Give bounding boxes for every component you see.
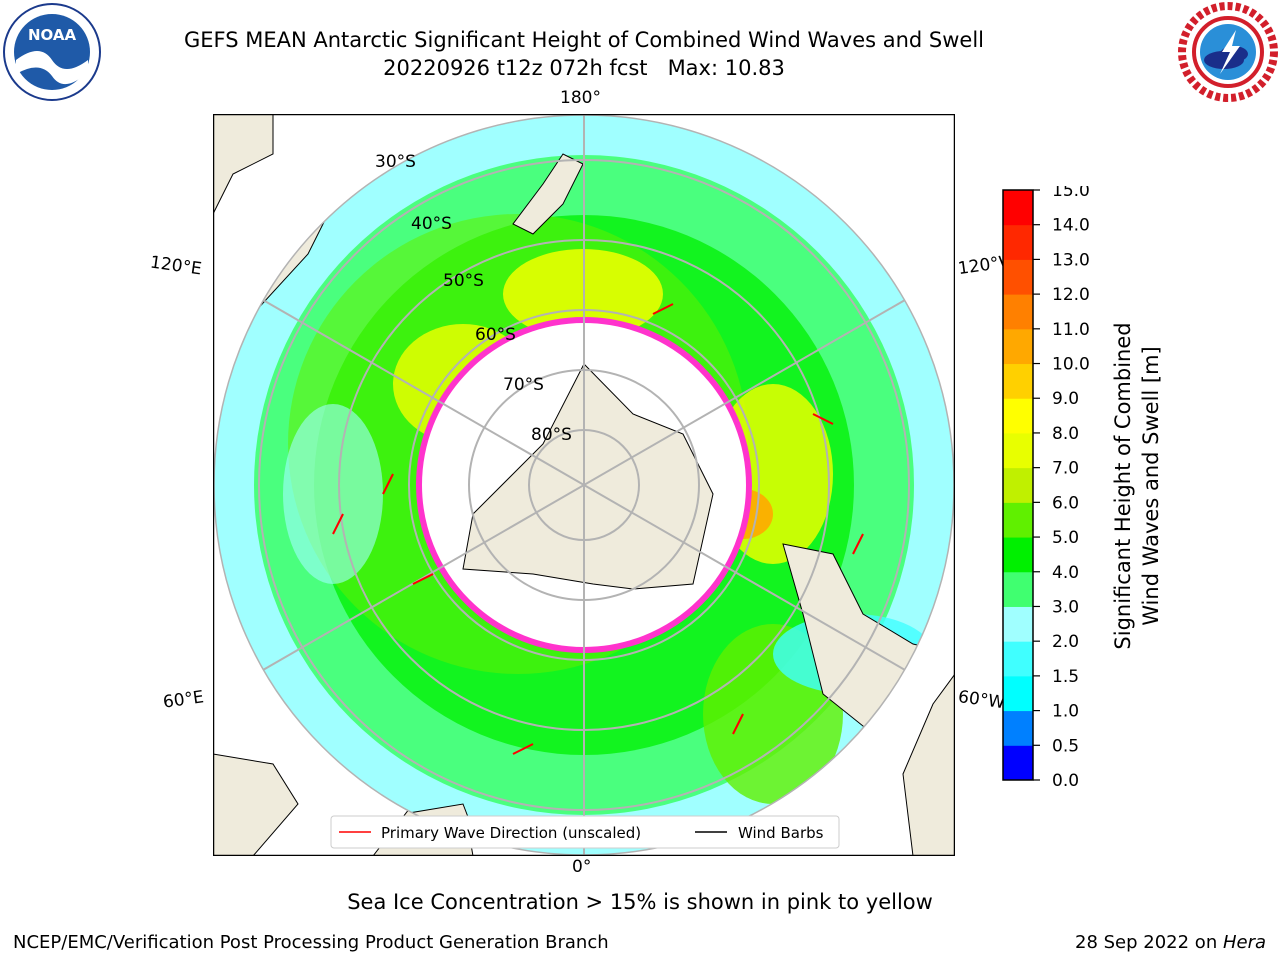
colorbar-cell [1003, 675, 1033, 712]
antarctica [462, 363, 714, 590]
colorbar-tick-label: 0.0 [1052, 771, 1079, 791]
legend-label-wave: Primary Wave Direction (unscaled) [381, 824, 641, 842]
colorbar: 0.0 0.5 1.0 1.5 2.0 3.0 4.0 5.0 6.0 7.0 8.0 9.0 10.0… [1002, 186, 1163, 791]
map-title: GEFS MEAN Antarctic Significant Height o… [183, 28, 985, 52]
lat-label-30s: 30°S [375, 152, 416, 172]
colorbar-cell [1003, 259, 1033, 295]
footer-credit: NCEP/EMC/Verification Post Processing Pr… [13, 932, 609, 953]
colorbar-tick-label: 1.0 [1052, 702, 1079, 722]
nws-logo-icon [1178, 2, 1278, 102]
colorbar-tick-label: 2.0 [1052, 632, 1079, 652]
colorbar-cell [1003, 745, 1033, 781]
colorbar-tick-label: 3.0 [1052, 597, 1079, 617]
colorbar-cell [1003, 537, 1033, 573]
colorbar-cell [1003, 294, 1033, 330]
lat-label-50s: 50°S [443, 271, 484, 291]
colorbar-tick-label: 4.0 [1052, 563, 1079, 583]
noaa-logo-text: NOAA [28, 26, 77, 44]
colorbar-tick-label: 8.0 [1052, 424, 1079, 444]
colorbar-tick-label: 10.0 [1052, 355, 1090, 375]
colorbar-tick-label: 1.5 [1052, 667, 1079, 687]
colorbar-label-line2: Wind Waves and Swell [m] [1139, 346, 1163, 626]
colorbar-cell [1003, 571, 1033, 607]
colorbar-label-line1: Significant Height of Combined [1111, 322, 1135, 649]
legend-label-barbs: Wind Barbs [738, 824, 824, 842]
polar-map: 30°S 40°S 50°S 60°S 70°S 80°S Primary Wa… [213, 114, 955, 856]
colorbar-tick-label: 11.0 [1052, 320, 1090, 340]
colorbar-tick-label: 12.0 [1052, 285, 1090, 305]
colorbar-tick-label: 6.0 [1052, 493, 1079, 513]
lon-label-60e: 60°E [161, 687, 206, 713]
lon-label-0: 0° [572, 857, 592, 877]
title-block: GEFS MEAN Antarctic Significant Height o… [0, 26, 1168, 82]
colorbar-cell [1003, 398, 1033, 434]
colorbar-cell [1003, 710, 1033, 746]
map-legend: Primary Wave Direction (unscaled) Wind B… [330, 815, 840, 849]
lon-label-120w: 120°W [956, 252, 1005, 280]
colorbar-tick-label: 9.0 [1052, 389, 1079, 409]
colorbar-cell [1003, 328, 1033, 365]
lat-label-40s: 40°S [411, 214, 452, 234]
colorbar-cell [1003, 190, 1033, 226]
colorbar-tick-label: 7.0 [1052, 459, 1079, 479]
colorbar-tick-label: 13.0 [1052, 250, 1090, 270]
colorbar-cell [1003, 641, 1033, 677]
colorbar-tick-label: 14.0 [1052, 216, 1090, 236]
lon-label-180: 180° [560, 88, 601, 108]
footer-date-text: 28 Sep 2022 on [1075, 932, 1223, 953]
colorbar-tick-label: 15.0 [1052, 186, 1090, 201]
map-subtitle: 20220926 t12z 072h fcst Max: 10.83 [383, 56, 785, 80]
colorbar-cell [1003, 467, 1033, 503]
colorbar-cell [1003, 606, 1033, 642]
colorbar-cell [1003, 363, 1033, 399]
lat-label-80s: 80°S [531, 425, 572, 445]
footer-date: 28 Sep 2022 on Hera [1075, 932, 1266, 953]
colorbar-tick-label: 5.0 [1052, 528, 1079, 548]
lat-label-70s: 70°S [503, 375, 544, 395]
lon-label-120e: 120°E [148, 252, 203, 280]
sea-ice-caption: Sea Ice Concentration > 15% is shown in … [347, 890, 933, 914]
noaa-logo-icon: NOAA [3, 3, 101, 101]
colorbar-tick-label: 0.5 [1052, 736, 1079, 756]
lat-label-60s: 60°S [475, 325, 516, 345]
colorbar-cell [1003, 224, 1033, 260]
colorbar-cell [1003, 502, 1033, 538]
lon-label-60w: 60°W [956, 686, 1005, 714]
footer-host: Hera [1222, 932, 1266, 953]
colorbar-cell [1003, 432, 1033, 469]
